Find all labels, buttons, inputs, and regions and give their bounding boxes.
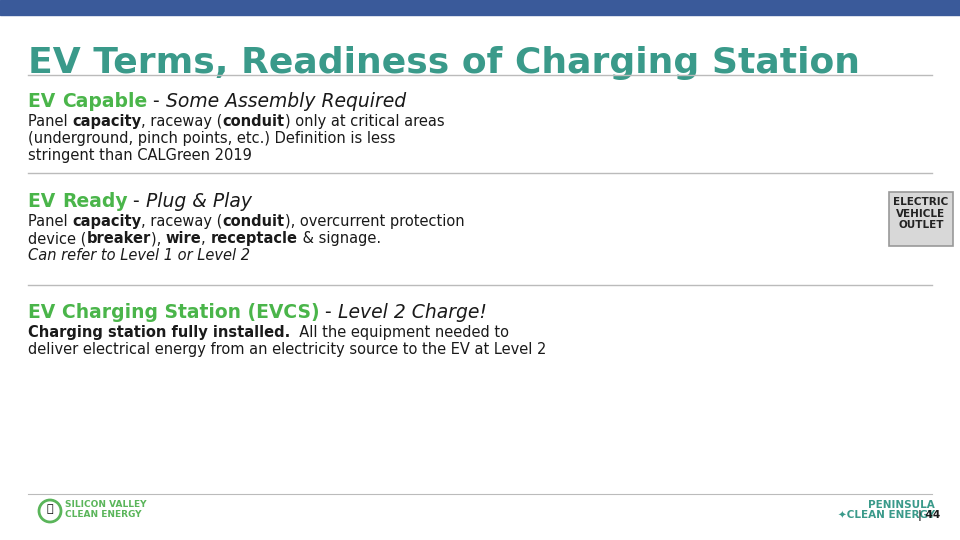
Text: -: - <box>128 192 146 211</box>
Text: , raceway (: , raceway ( <box>141 114 223 129</box>
Text: EV: EV <box>28 303 61 322</box>
Text: EV: EV <box>28 192 61 211</box>
Text: breaker: breaker <box>86 231 151 246</box>
Bar <box>0 0 960 15</box>
Text: conduit: conduit <box>223 214 285 229</box>
Text: 🌿: 🌿 <box>47 504 54 514</box>
Text: deliver electrical energy from an electricity source to the EV at Level 2: deliver electrical energy from an electr… <box>28 342 546 357</box>
Text: Capable: Capable <box>61 92 147 111</box>
Text: Can refer to Level 1 or Level 2: Can refer to Level 1 or Level 2 <box>28 248 250 263</box>
FancyBboxPatch shape <box>889 192 953 246</box>
Text: SILICON VALLEY: SILICON VALLEY <box>65 500 147 509</box>
Text: capacity: capacity <box>72 114 141 129</box>
Text: Level 2 Charge!: Level 2 Charge! <box>338 303 487 322</box>
Text: capacity: capacity <box>72 214 141 229</box>
Text: Charging station fully installed.: Charging station fully installed. <box>28 325 290 340</box>
Text: Panel: Panel <box>28 114 72 129</box>
Text: Plug & Play: Plug & Play <box>146 192 252 211</box>
Text: -: - <box>147 92 166 111</box>
Text: PENINSULA: PENINSULA <box>868 500 935 510</box>
Text: CLEAN ENERGY: CLEAN ENERGY <box>65 510 141 519</box>
Text: ), overcurrent protection: ), overcurrent protection <box>285 214 465 229</box>
Text: wire: wire <box>165 231 202 246</box>
Text: All the equipment needed to: All the equipment needed to <box>290 325 509 340</box>
Text: ELECTRIC
VEHICLE
OUTLET: ELECTRIC VEHICLE OUTLET <box>894 197 948 230</box>
Text: ,: , <box>202 231 210 246</box>
Text: ✦CLEAN ENERGY: ✦CLEAN ENERGY <box>838 510 935 520</box>
Text: ) only at critical areas: ) only at critical areas <box>285 114 444 129</box>
Text: , raceway (: , raceway ( <box>141 214 223 229</box>
Text: | 44: | 44 <box>918 510 940 521</box>
Text: EV: EV <box>28 92 61 111</box>
Text: -: - <box>320 303 338 322</box>
Text: Charging Station: Charging Station <box>61 303 241 322</box>
Text: Ready: Ready <box>61 192 128 211</box>
Text: & signage.: & signage. <box>298 231 380 246</box>
Text: receptacle: receptacle <box>210 231 298 246</box>
Text: ),: ), <box>151 231 165 246</box>
Text: Some Assembly Required: Some Assembly Required <box>166 92 406 111</box>
Text: (EVCS): (EVCS) <box>241 303 320 322</box>
Text: stringent than CALGreen 2019: stringent than CALGreen 2019 <box>28 148 252 163</box>
Text: device (: device ( <box>28 231 86 246</box>
Text: (underground, pinch points, etc.) Definition is less: (underground, pinch points, etc.) Defini… <box>28 131 396 146</box>
Text: EV Terms, Readiness of Charging Station: EV Terms, Readiness of Charging Station <box>28 46 860 80</box>
Text: Panel: Panel <box>28 214 72 229</box>
Text: conduit: conduit <box>223 114 285 129</box>
